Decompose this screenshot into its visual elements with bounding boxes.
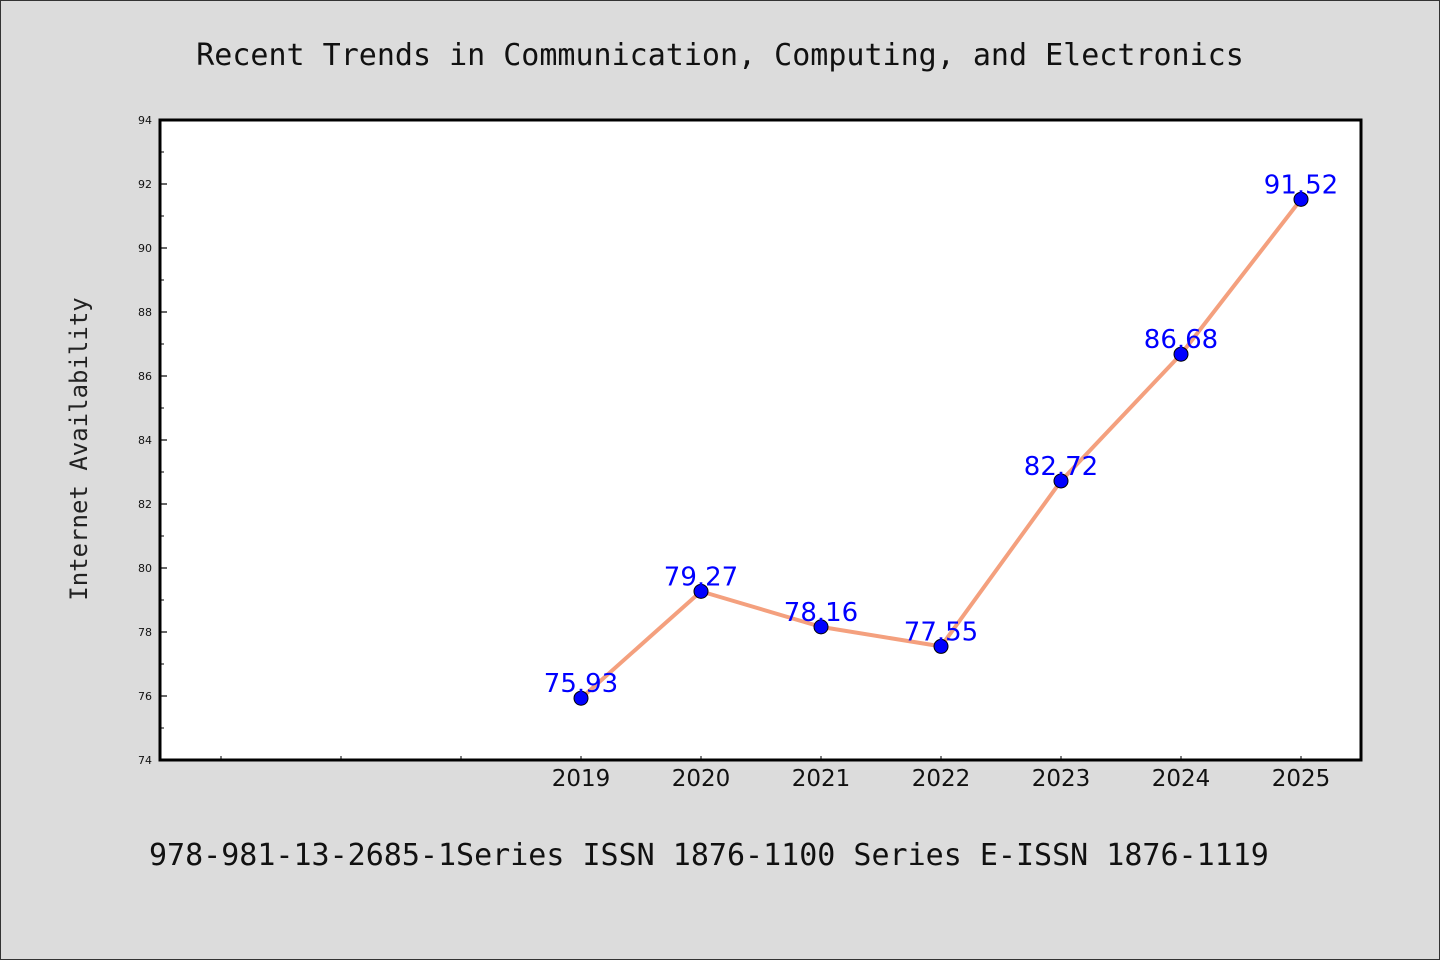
- y-tick-label: 82: [138, 498, 152, 511]
- footer-text: 978-981-13-2685-1Series ISSN 1876-1100 S…: [149, 838, 1269, 873]
- data-point: [813, 619, 829, 635]
- data-point: [693, 583, 709, 599]
- x-tick-label: 2021: [792, 766, 851, 792]
- data-label: 82.72: [1024, 452, 1098, 482]
- x-axis-ticks: 2019 2020 2021 2022 2023 2024 2025: [220, 756, 1331, 792]
- x-tick-label: 2019: [552, 766, 611, 792]
- data-point: [573, 690, 589, 706]
- x-tick-label: 2023: [1032, 766, 1091, 792]
- data-label: 86.68: [1144, 325, 1218, 355]
- data-label: 78.16: [784, 598, 858, 628]
- data-label: 77.55: [904, 617, 978, 647]
- data-label: 75.93: [544, 669, 618, 699]
- y-tick-label: 74: [138, 754, 152, 767]
- data-point: [1173, 346, 1189, 362]
- y-tick-label: 94: [138, 114, 152, 127]
- chart-title: Recent Trends in Communication, Computin…: [196, 38, 1244, 73]
- data-point: [1053, 473, 1069, 489]
- y-tick-label: 90: [138, 242, 152, 255]
- y-axis-ticks: 74 76 78 80 82 84 86 88 90 92 94: [138, 114, 167, 767]
- y-tick-label: 80: [138, 562, 152, 575]
- y-tick-label: 88: [138, 306, 152, 319]
- data-point: [933, 638, 949, 654]
- y-tick-label: 84: [138, 434, 152, 447]
- y-tick-label: 92: [138, 178, 152, 191]
- y-axis-label: Internet Availability: [65, 297, 93, 600]
- x-tick-label: 2025: [1272, 766, 1331, 792]
- y-tick-label: 78: [138, 626, 152, 639]
- data-point: [1293, 191, 1309, 207]
- y-tick-label: 76: [138, 690, 152, 703]
- data-label: 91.52: [1264, 170, 1338, 200]
- y-tick-label: 86: [138, 370, 152, 383]
- data-label: 79.27: [664, 562, 738, 592]
- plot-area: [158, 118, 1363, 762]
- x-tick-label: 2022: [912, 766, 971, 792]
- x-tick-label: 2024: [1152, 766, 1211, 792]
- data-series: 75.93 79.27 78.16 77.55 82.72 86.68 91.52: [544, 170, 1338, 706]
- x-tick-label: 2020: [672, 766, 731, 792]
